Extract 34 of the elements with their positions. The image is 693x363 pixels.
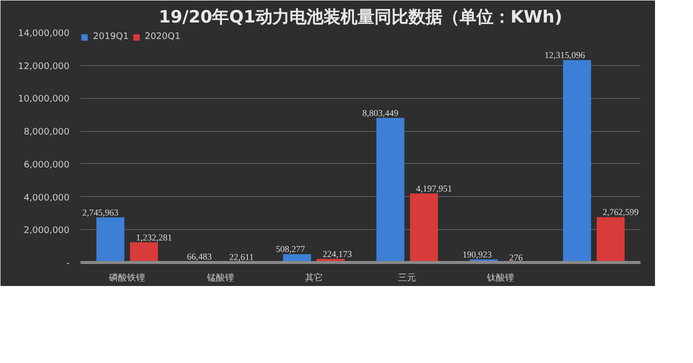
y-tick-label: 8,000,000 (24, 128, 70, 138)
bar (563, 60, 592, 262)
data-label: 66,483 (186, 251, 212, 262)
x-tick-label: 钛酸锂 (486, 272, 514, 284)
legend-label: 2019Q1 (93, 32, 129, 42)
data-label: 276 (509, 252, 524, 262)
bar (130, 242, 158, 262)
bar (596, 217, 625, 262)
y-tick-label: - (66, 259, 70, 269)
data-label: 8,803,449 (362, 108, 399, 118)
x-tick-label: 锰酸锂 (206, 272, 234, 284)
data-label: 1,232,281 (136, 232, 172, 242)
y-tick-label: 4,000,000 (24, 193, 70, 204)
legend-label: 2020Q1 (144, 32, 180, 42)
data-label: 12,315,096 (544, 50, 586, 60)
data-label: 2,745,963 (82, 207, 119, 218)
bar (96, 217, 124, 262)
data-label: 190,923 (462, 249, 492, 260)
y-tick-label: 2,000,000 (24, 226, 70, 236)
data-label: 22,611 (229, 252, 254, 262)
x-tick-label: 其它 (304, 272, 323, 284)
y-tick-label: 6,000,000 (24, 160, 70, 170)
data-label: 2,762,599 (602, 207, 640, 218)
data-label: 4,197,951 (416, 184, 452, 194)
x-tick-label: 三元 (398, 272, 416, 284)
y-tick-label: 14,000,000 (18, 29, 70, 39)
y-tick-label: 12,000,000 (18, 62, 70, 72)
data-label: 224,173 (322, 248, 352, 259)
chart-title: 19/20年Q1动力电池装机量同比数据（单位：KWh) (158, 8, 562, 28)
x-tick-label: 磷酸铁锂 (108, 272, 146, 284)
bar (410, 194, 438, 262)
bar (376, 118, 404, 262)
data-label: 508,277 (276, 244, 306, 254)
y-tick-label: 10,000,000 (18, 94, 70, 105)
